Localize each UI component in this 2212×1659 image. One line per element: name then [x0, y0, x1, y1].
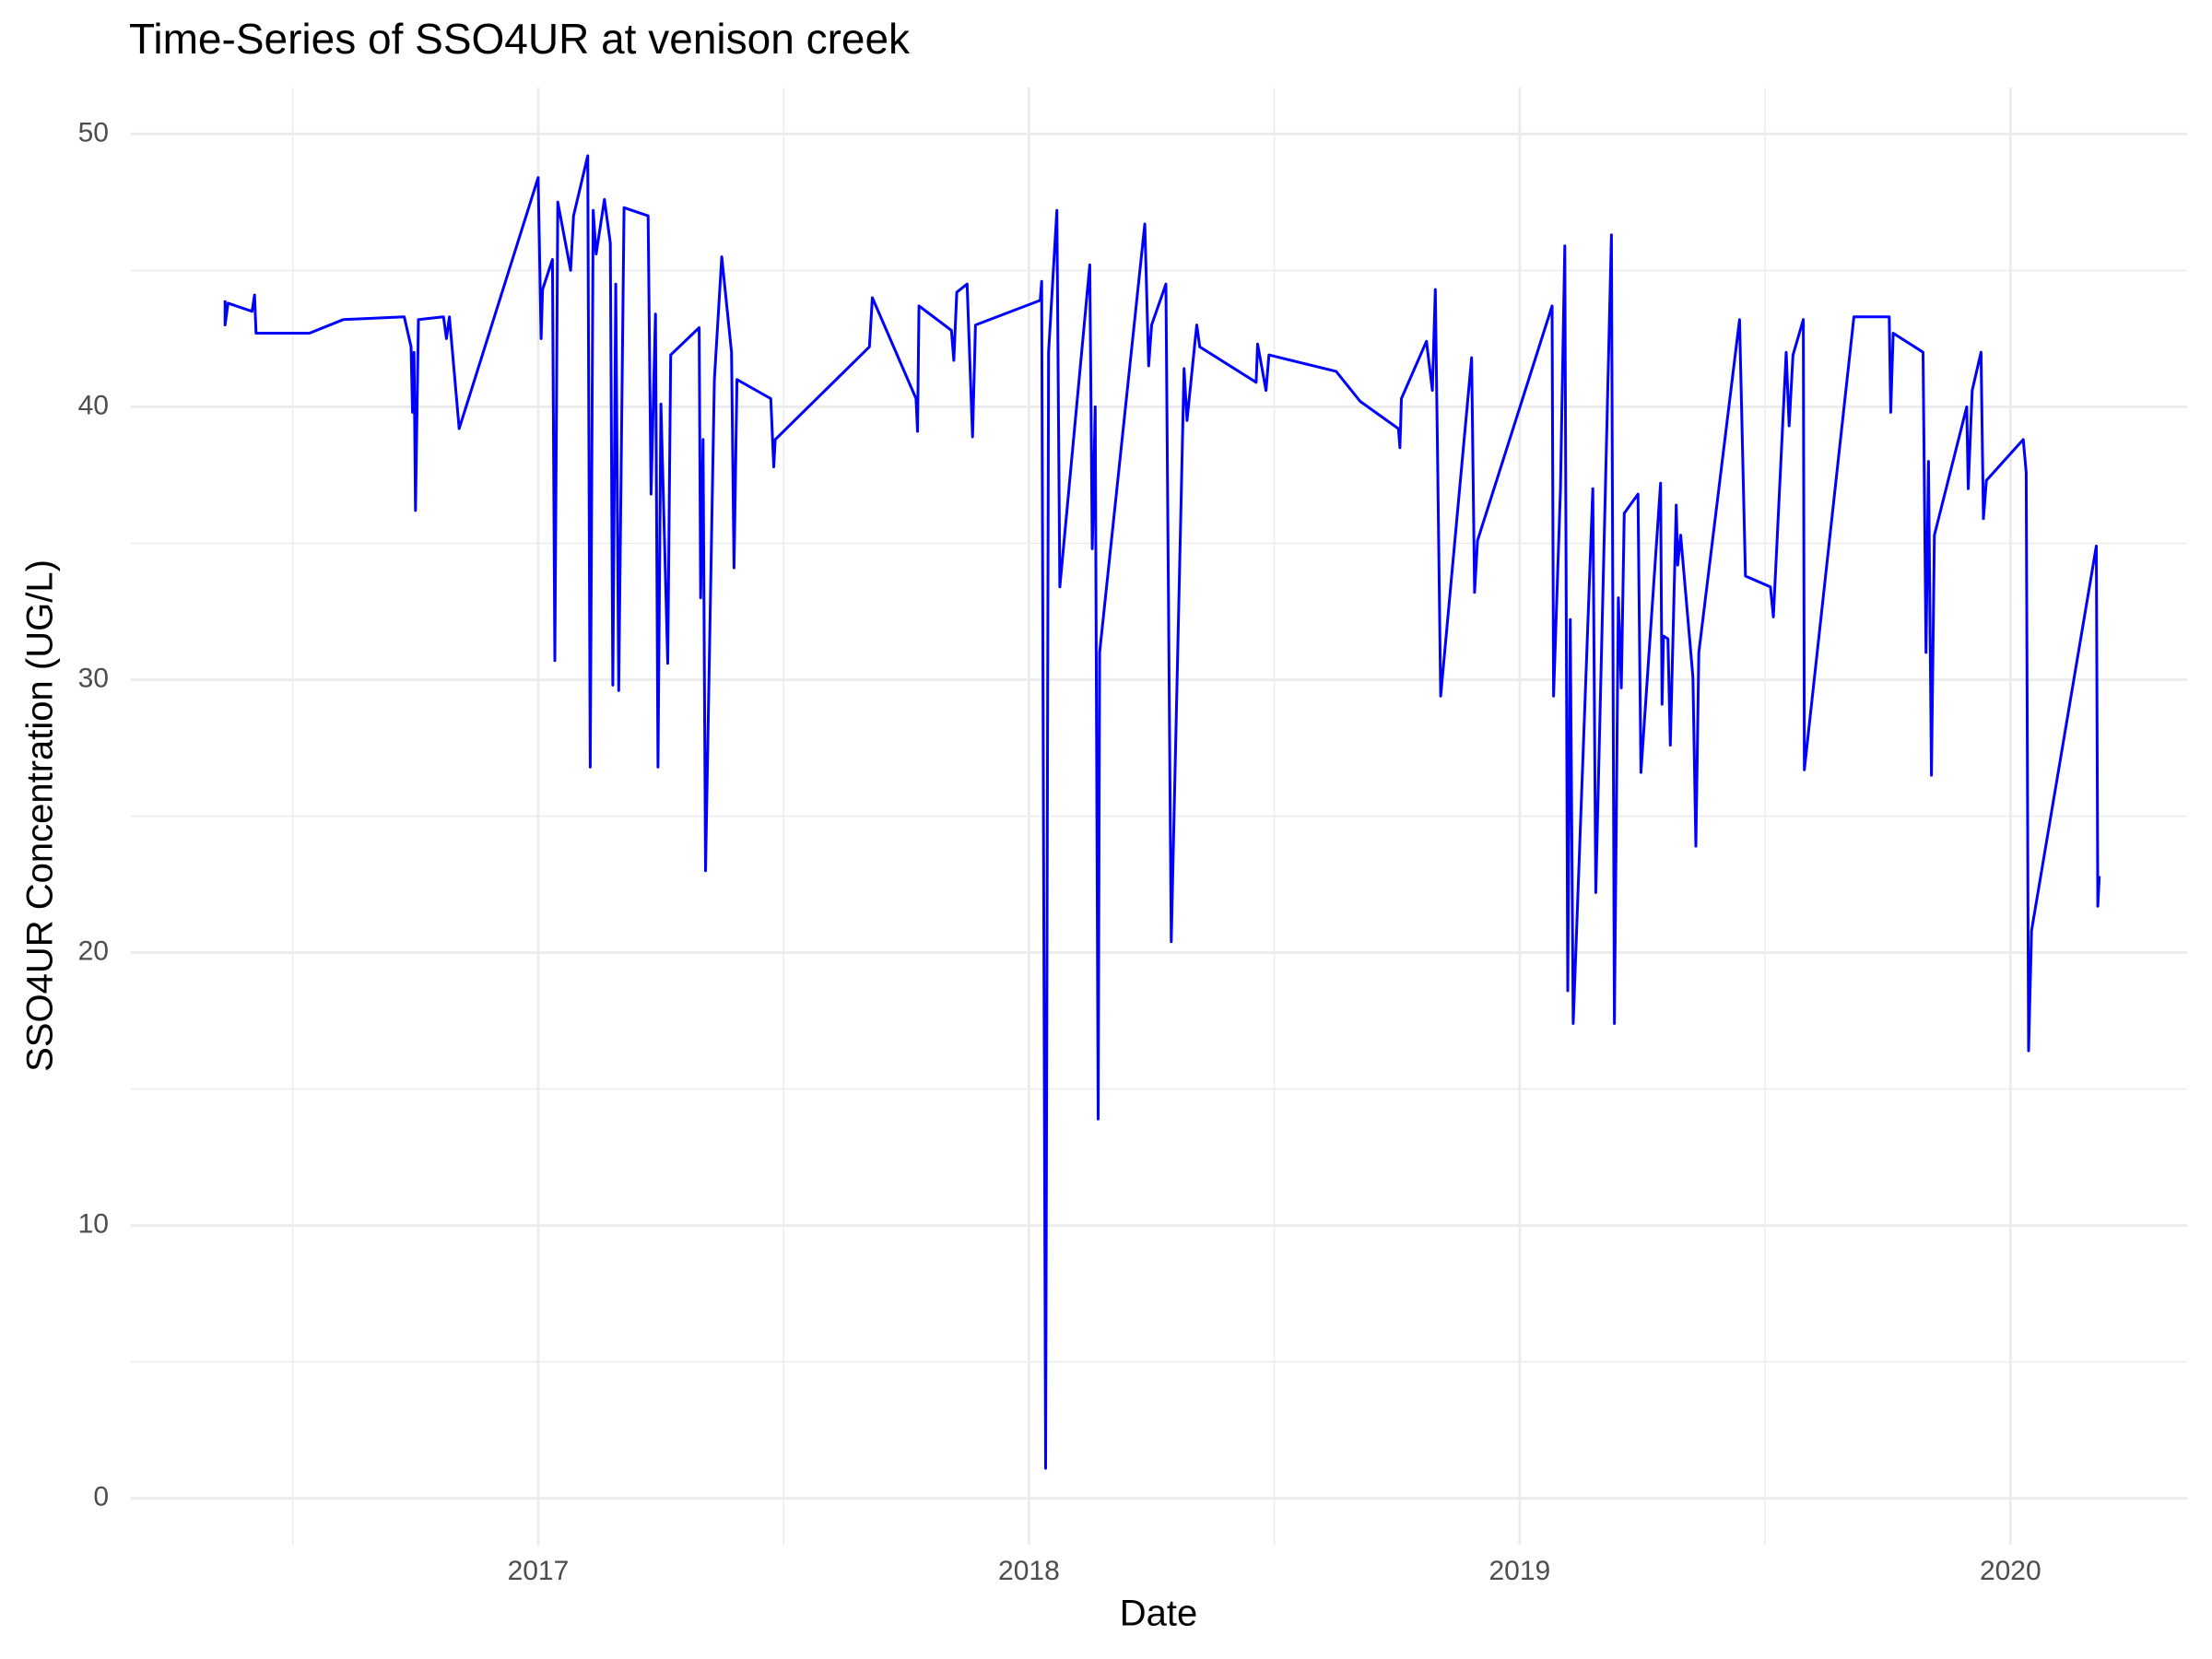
x-tick-label: 2020 — [1980, 1556, 2041, 1586]
y-tick-label: 40 — [78, 390, 109, 420]
y-tick-label: 10 — [78, 1209, 109, 1240]
x-tick-label: 2019 — [1488, 1556, 1550, 1586]
x-tick-label: 2017 — [508, 1556, 570, 1586]
x-axis-title: Date — [1120, 1594, 1198, 1634]
y-tick-label: 50 — [78, 117, 109, 147]
y-tick-label: 30 — [78, 663, 109, 693]
x-tick-label: 2018 — [998, 1556, 1060, 1586]
y-tick-label: 0 — [93, 1482, 109, 1512]
chart-title: Time-Series of SSO4UR at venison creek — [129, 15, 911, 63]
y-tick-label: 20 — [78, 935, 109, 966]
y-axis-title: SSO4UR Concentration (UG/L) — [20, 559, 61, 1072]
data-line — [223, 154, 2101, 1470]
